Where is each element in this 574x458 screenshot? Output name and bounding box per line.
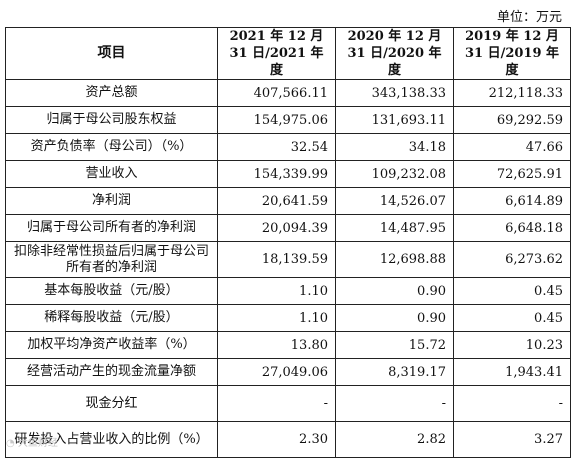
value-2020: 343,138.33 [335, 79, 454, 107]
value-2019: - [453, 385, 571, 422]
watermark-text: 大鱼财经 [17, 438, 58, 449]
financial-table: 项目 2021 年 12 月 31 日/2021 年度 2020 年 12 月 … [5, 27, 571, 458]
value-2020: 2.82 [335, 421, 454, 458]
unit-label: 单位：万元 [496, 10, 562, 25]
row-label: 净利润 [5, 187, 218, 215]
value-2019: 6,614.89 [453, 187, 571, 215]
table-row: 营业收入 154,339.99 109,232.08 72,625.91 [5, 160, 571, 188]
table-row: 归属于母公司股东权益 154,975.06 131,693.11 69,292.… [5, 106, 571, 134]
header-2020: 2020 年 12 月 31 日/2020 年度 [335, 27, 454, 80]
table-row: 扣除非经常性损益后归属于母公司所有者的净利润 18,139.59 12,698.… [5, 241, 571, 278]
value-2019: 69,292.59 [453, 106, 571, 134]
value-2020: 14,487.95 [335, 214, 454, 242]
value-2021: 1.10 [217, 277, 336, 305]
table-row: 研发投入占营业收入的比例（%） 2.30 2.82 3.27 [5, 421, 571, 458]
header-2021: 2021 年 12 月 31 日/2021 年度 [217, 27, 336, 80]
table-row: 经营活动产生的现金流量净额 27,049.06 8,319.17 1,943.4… [5, 358, 571, 386]
value-2019: 1,943.41 [453, 358, 571, 386]
value-2019: 0.45 [453, 277, 571, 305]
header-item: 项目 [5, 27, 218, 80]
value-2021: 2.30 [217, 421, 336, 458]
value-2021: 407,566.11 [217, 79, 336, 107]
value-2019: 72,625.91 [453, 160, 571, 188]
row-label: 营业收入 [5, 160, 218, 188]
value-2020: 131,693.11 [335, 106, 454, 134]
value-2021: 18,139.59 [217, 241, 336, 278]
value-2019: 6,273.62 [453, 241, 571, 278]
value-2021: 13.80 [217, 331, 336, 359]
value-2020: 34.18 [335, 133, 454, 161]
value-2021: 20,094.39 [217, 214, 336, 242]
row-label: 稀释每股收益（元/股） [5, 304, 218, 332]
row-label: 基本每股收益（元/股） [5, 277, 218, 305]
row-label: 归属于母公司股东权益 [5, 106, 218, 134]
value-2020: 14,526.07 [335, 187, 454, 215]
watermark-logo: ◔ 大鱼财经 [6, 434, 58, 449]
table-row: 加权平均净资产收益率（%） 13.80 15.72 10.23 [5, 331, 571, 359]
table-row: 净利润 20,641.59 14,526.07 6,614.89 [5, 187, 571, 215]
value-2021: 27,049.06 [217, 358, 336, 386]
table-row: 现金分红 - - - [5, 385, 571, 422]
row-label: 资产负债率（母公司）（%） [5, 133, 218, 161]
value-2021: - [217, 385, 336, 422]
table-row: 归属于母公司所有者的净利润 20,094.39 14,487.95 6,648.… [5, 214, 571, 242]
table-row: 资产总额 407,566.11 343,138.33 212,118.33 [5, 79, 571, 107]
value-2021: 154,975.06 [217, 106, 336, 134]
header-2019: 2019 年 12 月 31 日/2019 年度 [453, 27, 571, 80]
row-label: 加权平均净资产收益率（%） [5, 331, 218, 359]
value-2021: 20,641.59 [217, 187, 336, 215]
value-2021: 32.54 [217, 133, 336, 161]
header-row: 项目 2021 年 12 月 31 日/2021 年度 2020 年 12 月 … [5, 27, 571, 80]
value-2019: 212,118.33 [453, 79, 571, 107]
value-2020: 12,698.88 [335, 241, 454, 278]
value-2019: 3.27 [453, 421, 571, 458]
watermark-icon: ◔ [6, 438, 15, 449]
table-row: 稀释每股收益（元/股） 1.10 0.90 0.45 [5, 304, 571, 332]
value-2019: 0.45 [453, 304, 571, 332]
value-2019: 47.66 [453, 133, 571, 161]
value-2020: 109,232.08 [335, 160, 454, 188]
value-2021: 154,339.99 [217, 160, 336, 188]
value-2020: 0.90 [335, 304, 454, 332]
row-label: 现金分红 [5, 385, 218, 422]
value-2021: 1.10 [217, 304, 336, 332]
table-row: 资产负债率（母公司）（%） 32.54 34.18 47.66 [5, 133, 571, 161]
row-label: 资产总额 [5, 79, 218, 107]
table-row: 基本每股收益（元/股） 1.10 0.90 0.45 [5, 277, 571, 305]
row-label: 归属于母公司所有者的净利润 [5, 214, 218, 242]
value-2020: 8,319.17 [335, 358, 454, 386]
value-2019: 6,648.18 [453, 214, 571, 242]
row-label: 扣除非经常性损益后归属于母公司所有者的净利润 [5, 241, 218, 278]
value-2020: 15.72 [335, 331, 454, 359]
value-2020: - [335, 385, 454, 422]
value-2020: 0.90 [335, 277, 454, 305]
value-2019: 10.23 [453, 331, 571, 359]
row-label: 经营活动产生的现金流量净额 [5, 358, 218, 386]
